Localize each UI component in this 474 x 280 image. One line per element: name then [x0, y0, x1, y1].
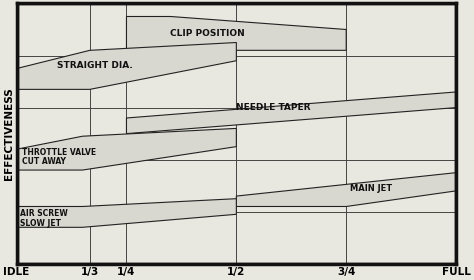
Polygon shape: [17, 199, 237, 227]
Text: THROTTLE VALVE
CUT AWAY: THROTTLE VALVE CUT AWAY: [22, 148, 97, 166]
Text: AIR SCREW
SLOW JET: AIR SCREW SLOW JET: [20, 209, 68, 228]
Polygon shape: [17, 129, 237, 170]
Y-axis label: EFFECTIVENESS: EFFECTIVENESS: [4, 87, 14, 180]
Polygon shape: [17, 43, 237, 89]
Text: CLIP POSITION: CLIP POSITION: [171, 29, 245, 38]
Polygon shape: [127, 17, 346, 50]
Polygon shape: [237, 173, 456, 206]
Text: STRAIGHT DIA.: STRAIGHT DIA.: [57, 61, 133, 71]
Text: MAIN JET: MAIN JET: [350, 184, 392, 193]
Polygon shape: [127, 92, 456, 134]
Text: NEEDLE TAPER: NEEDLE TAPER: [237, 103, 311, 112]
